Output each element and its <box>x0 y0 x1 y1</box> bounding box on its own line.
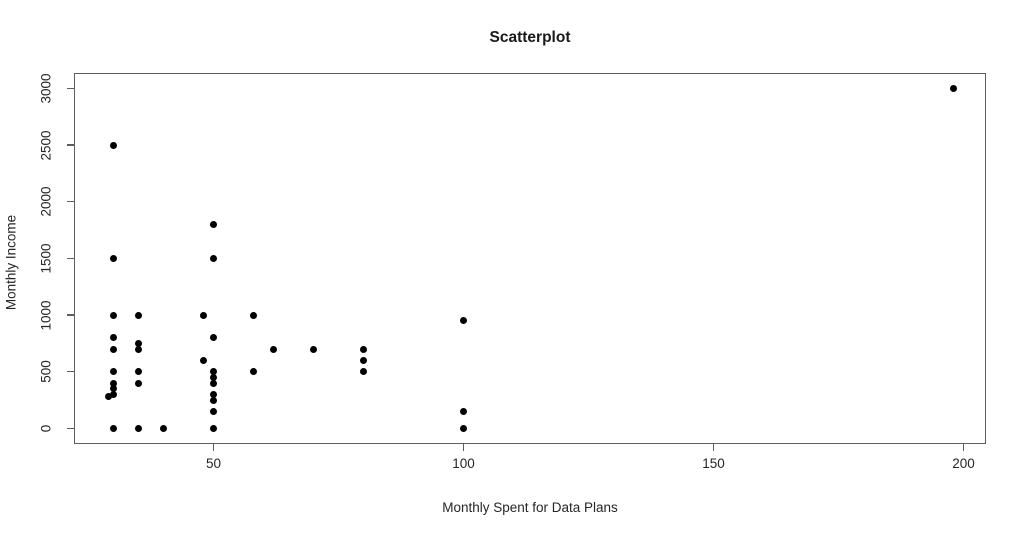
data-point <box>950 84 957 92</box>
data-point <box>360 345 367 353</box>
data-point <box>210 396 217 404</box>
y-tick-label: 3000 <box>38 73 54 104</box>
y-tick-label: 500 <box>38 360 54 383</box>
y-tick-label: 1500 <box>38 243 54 274</box>
x-axis-label: Monthly Spent for Data Plans <box>442 500 618 515</box>
y-tick-label: 2000 <box>38 186 54 217</box>
data-point <box>460 317 467 325</box>
data-point <box>110 345 117 353</box>
data-point <box>210 407 217 415</box>
data-point <box>160 424 167 432</box>
y-tick-mark <box>67 200 74 203</box>
x-tick-mark <box>462 444 465 451</box>
x-tick-label: 200 <box>952 456 975 471</box>
data-point <box>310 345 317 353</box>
data-point <box>200 311 207 319</box>
data-point <box>135 339 142 347</box>
data-point <box>110 385 117 393</box>
data-point <box>110 311 117 319</box>
data-point <box>460 407 467 415</box>
data-point <box>105 393 112 401</box>
y-tick-mark <box>67 427 74 430</box>
data-point <box>360 356 367 364</box>
data-point <box>135 424 142 432</box>
x-tick-label: 150 <box>702 456 725 471</box>
data-point <box>210 373 217 381</box>
y-tick-mark <box>67 87 74 90</box>
data-point <box>210 254 217 262</box>
data-point <box>110 334 117 342</box>
data-point <box>135 345 142 353</box>
data-point <box>210 334 217 342</box>
data-point <box>250 368 257 376</box>
data-point <box>135 368 142 376</box>
y-tick-label: 0 <box>38 424 54 433</box>
data-point <box>210 368 217 376</box>
y-tick-mark <box>67 370 74 373</box>
data-point <box>110 379 117 387</box>
x-tick-mark <box>712 444 715 451</box>
data-point <box>110 390 117 398</box>
data-point <box>360 368 367 376</box>
data-point <box>210 220 217 228</box>
x-tick-label: 100 <box>452 456 475 471</box>
chart-title: Scatterplot <box>489 29 571 46</box>
y-tick-mark <box>67 314 74 316</box>
x-tick-mark <box>962 444 965 451</box>
x-tick-label: 50 <box>205 456 222 471</box>
y-tick-mark <box>67 257 74 260</box>
y-axis-label: Monthly Income <box>3 214 19 311</box>
data-point <box>270 345 277 353</box>
data-point <box>135 379 142 387</box>
data-point <box>460 424 467 432</box>
data-point <box>135 311 142 319</box>
plot-area <box>74 73 986 444</box>
y-tick-mark <box>67 144 74 146</box>
data-point <box>110 424 117 432</box>
y-tick-label: 1000 <box>38 300 54 331</box>
data-point <box>110 141 117 149</box>
data-point <box>110 254 117 262</box>
data-point <box>110 368 117 376</box>
data-point <box>250 311 257 319</box>
data-point <box>210 424 217 432</box>
y-tick-label: 2500 <box>38 130 54 161</box>
data-point <box>210 390 217 398</box>
data-point <box>200 356 207 364</box>
x-tick-mark <box>212 444 215 451</box>
data-point <box>210 379 217 387</box>
